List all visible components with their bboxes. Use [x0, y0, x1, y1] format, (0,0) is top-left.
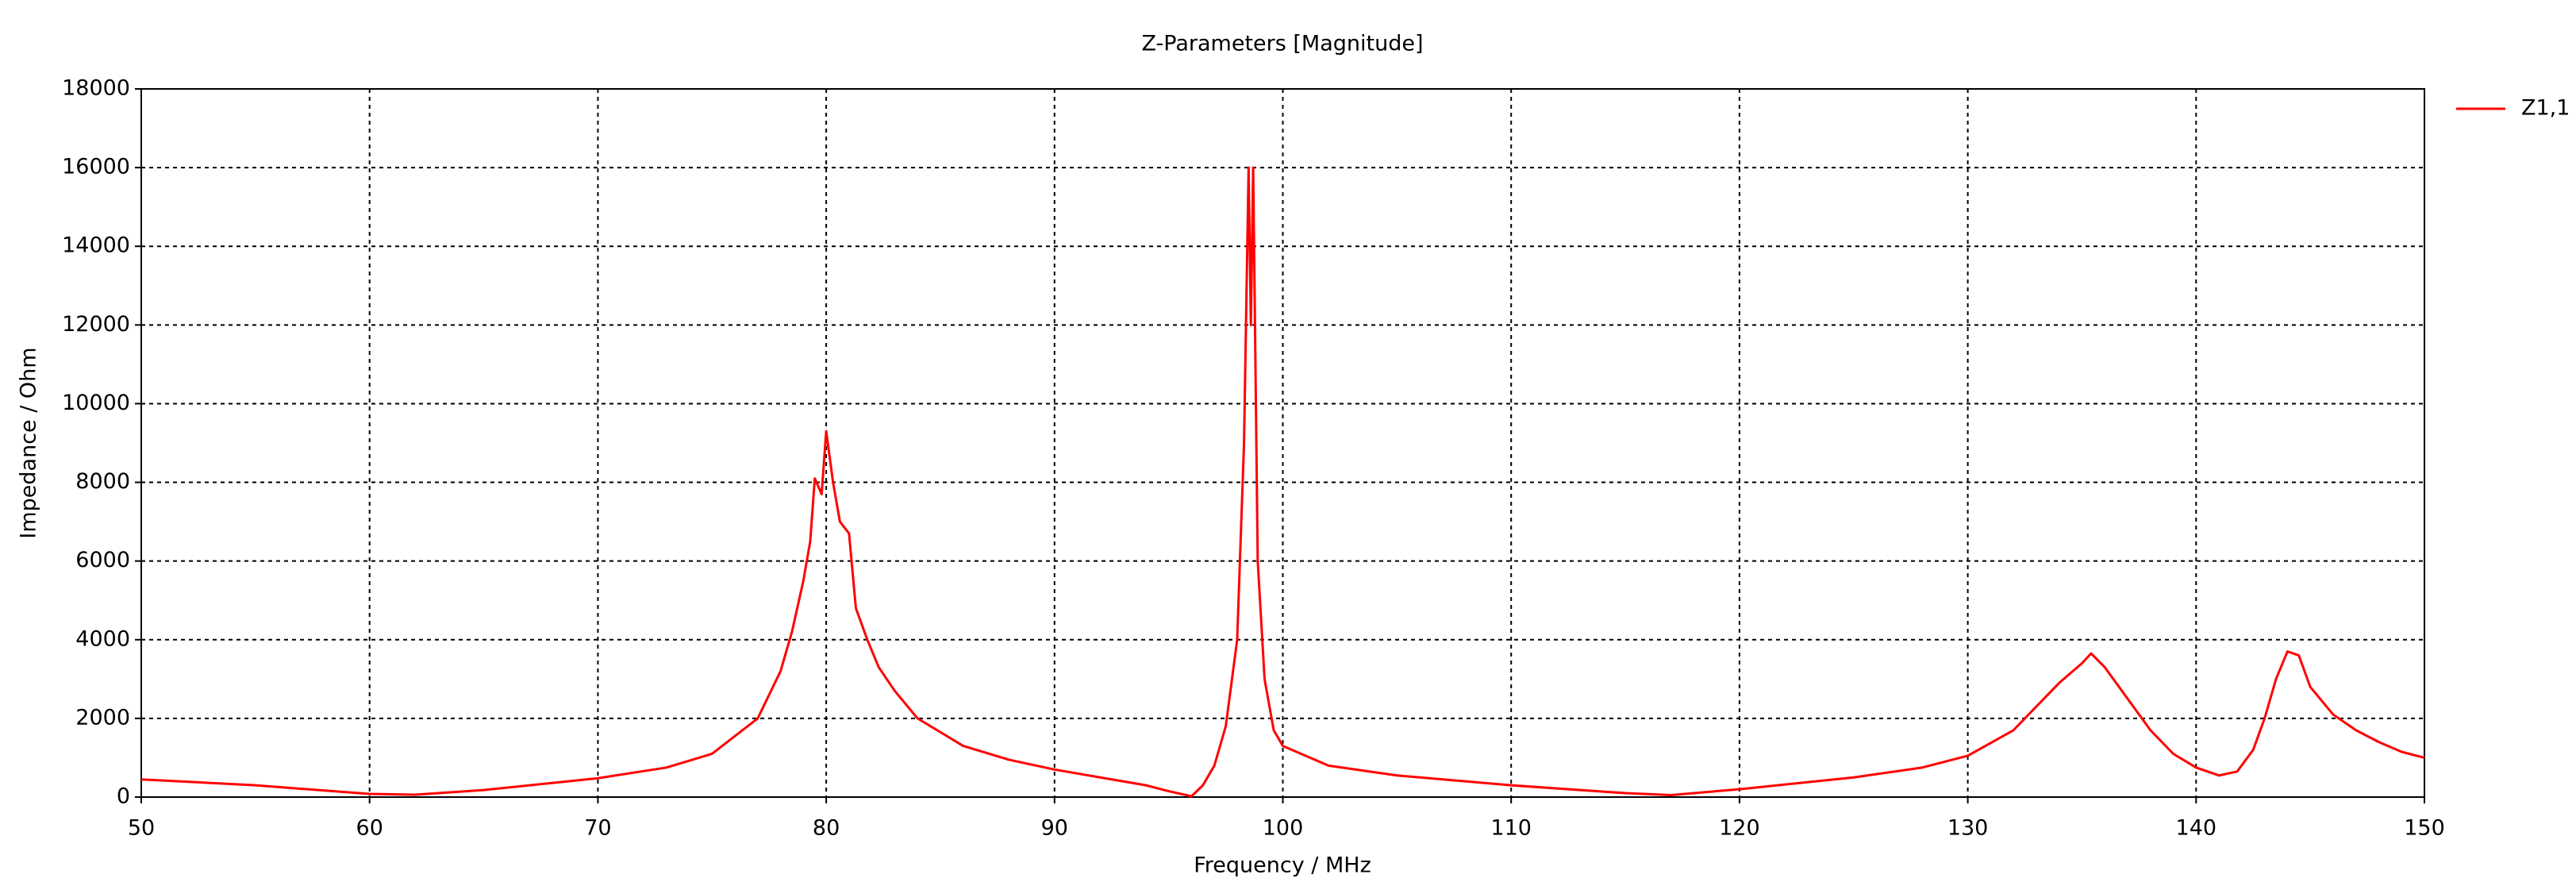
x-tick-label: 130 [1947, 816, 1989, 841]
x-axis-label: Frequency / MHz [1194, 853, 1371, 878]
x-tick-label: 80 [813, 816, 840, 841]
x-tick-label: 50 [128, 816, 155, 841]
y-tick-label: 14000 [62, 233, 130, 258]
y-tick-label: 10000 [62, 391, 130, 415]
y-tick-label: 6000 [75, 548, 130, 572]
x-tick-label: 110 [1490, 816, 1532, 841]
y-tick-label: 16000 [62, 155, 130, 179]
y-axis-label: Impedance / Ohm [17, 347, 41, 538]
chart-title: Z-Parameters [Magnitude] [1142, 32, 1424, 56]
x-tick-label: 70 [584, 816, 611, 841]
x-tick-label: 140 [2176, 816, 2217, 841]
x-tick-label: 120 [1719, 816, 1760, 841]
x-tick-label: 150 [2404, 816, 2445, 841]
plot-frame [140, 88, 2425, 798]
x-tick-label: 100 [1263, 816, 1304, 841]
y-tick-label: 18000 [62, 76, 130, 101]
y-tick-label: 8000 [75, 469, 130, 494]
y-tick-label: 12000 [62, 312, 130, 337]
y-tick-label: 0 [117, 784, 130, 809]
y-tick-label: 2000 [75, 705, 130, 730]
y-tick-label: 4000 [75, 626, 130, 651]
x-tick-label: 60 [356, 816, 383, 841]
series-line [140, 166, 2425, 798]
legend-label: Z1,1 [2521, 96, 2570, 121]
x-tick-label: 90 [1041, 816, 1068, 841]
